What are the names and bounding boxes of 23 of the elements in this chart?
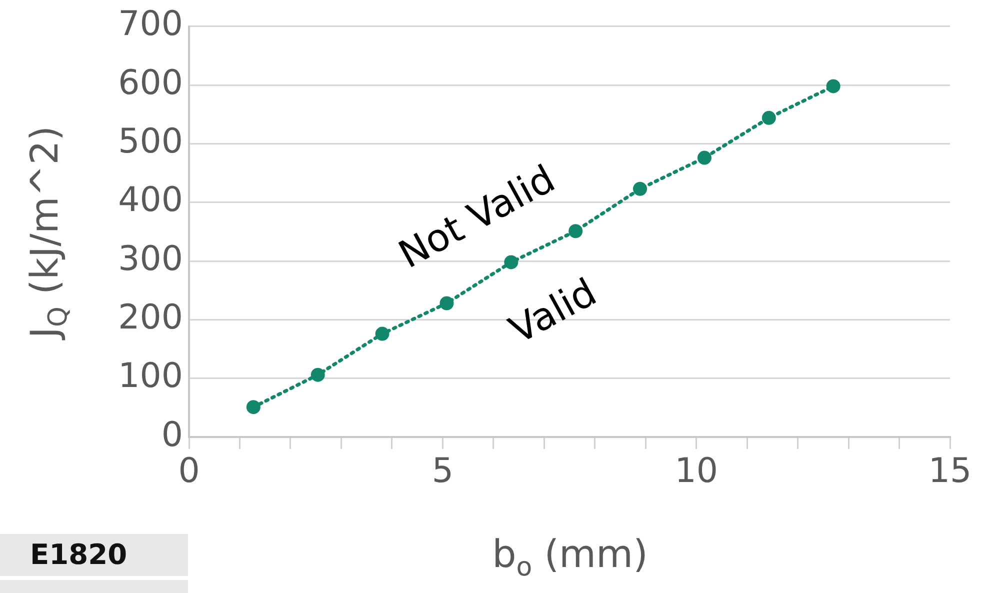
point [568, 224, 583, 238]
y-tick-label: 700 [118, 4, 183, 44]
point [826, 79, 840, 94]
x-tick-label: 15 [928, 451, 972, 492]
x-tick-label: 5 [432, 451, 454, 492]
y-tick-label: 600 [118, 62, 183, 103]
point [504, 255, 518, 270]
y-tick-label: 0 [161, 414, 183, 455]
x-tick-label: 10 [674, 451, 718, 492]
point [246, 400, 260, 414]
point [310, 368, 325, 382]
point [375, 326, 390, 341]
point [633, 182, 648, 196]
text: E1820 [0, 534, 188, 576]
y-tick-label: 400 [118, 180, 183, 220]
point [697, 150, 712, 165]
point [440, 296, 454, 310]
y-tick-label: 300 [118, 238, 183, 279]
point [762, 110, 776, 125]
y-tick-label: 200 [118, 298, 183, 338]
y-tick-label: 100 [118, 356, 183, 396]
x-axis-title: b$_{o}$ (mm) [492, 532, 648, 583]
y-tick-label: 500 [118, 122, 183, 162]
